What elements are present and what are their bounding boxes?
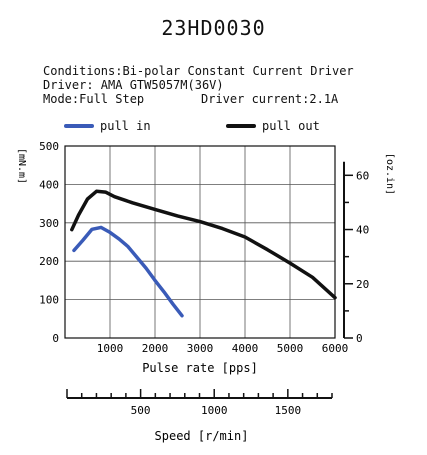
chart-title: 23HD0030 bbox=[161, 16, 266, 40]
y-tick-label-right: 40 bbox=[356, 224, 369, 237]
y-tick-label-left: 300 bbox=[39, 217, 59, 230]
series-line-pull-in bbox=[72, 225, 184, 318]
x-axis-label: Pulse rate [pps] bbox=[142, 361, 258, 375]
y-axis-label-right: [oz.in] bbox=[384, 153, 395, 195]
x-tick-label: 2000 bbox=[142, 342, 169, 355]
x-tick-label: 4000 bbox=[232, 342, 259, 355]
y-tick-label-right: 60 bbox=[356, 169, 369, 182]
speed-tick-label: 1000 bbox=[201, 404, 228, 417]
y-tick-label-left: 100 bbox=[39, 294, 59, 307]
driver-current-label: Driver current:2.1A bbox=[201, 92, 339, 106]
mode-label: Mode:Full Step bbox=[43, 92, 145, 106]
conditions-line-2: Driver: AMA GTW5057M(36V) bbox=[43, 78, 224, 92]
y-axis-label-left: [mN.m] bbox=[16, 148, 27, 184]
x-tick-label: 1000 bbox=[97, 342, 124, 355]
legend-label-pull-out: pull out bbox=[262, 119, 320, 133]
plot-frame bbox=[64, 145, 336, 339]
y-tick-label-left: 0 bbox=[52, 332, 59, 345]
legend-item-pull-out: pull out bbox=[226, 119, 320, 133]
y-tick-label-right: 0 bbox=[356, 332, 363, 345]
x-tick-label: 5000 bbox=[277, 342, 304, 355]
y-tick-label-left: 400 bbox=[39, 178, 59, 191]
legend-label-pull-in: pull in bbox=[100, 119, 151, 133]
speed-axis-label: Speed [r/min] bbox=[155, 429, 249, 443]
legend-swatch-pull-out bbox=[226, 124, 256, 128]
x-tick-label: 6000 bbox=[322, 342, 349, 355]
legend-swatch-pull-in bbox=[64, 124, 94, 128]
speed-tick-label: 1500 bbox=[275, 404, 302, 417]
legend-item-pull-in: pull in bbox=[64, 119, 151, 133]
y-tick-label-left: 500 bbox=[39, 140, 59, 153]
series-line-pull-out bbox=[70, 189, 337, 300]
conditions-line-1: Conditions:Bi-polar Constant Current Dri… bbox=[43, 64, 354, 78]
y-tick-label-left: 200 bbox=[39, 255, 59, 268]
speed-tick-label: 500 bbox=[131, 404, 151, 417]
x-tick-label: 3000 bbox=[187, 342, 214, 355]
y-tick-label-right: 20 bbox=[356, 278, 369, 291]
